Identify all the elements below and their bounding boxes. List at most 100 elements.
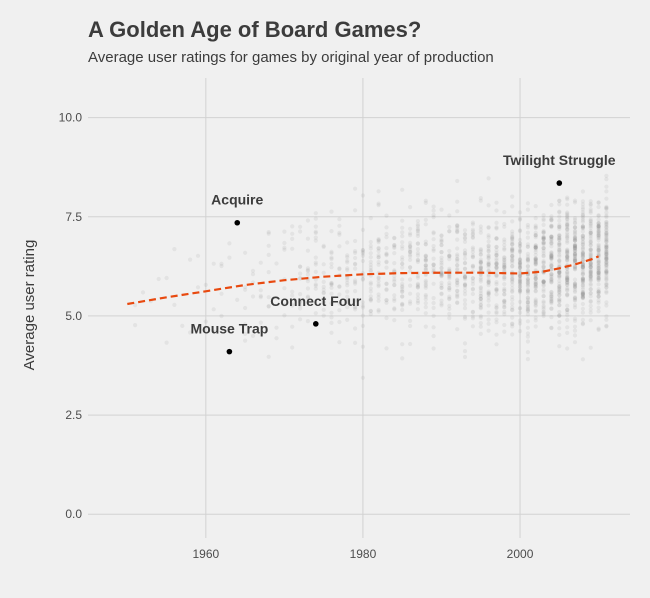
- scatter-point: [345, 260, 350, 265]
- scatter-point: [455, 257, 460, 262]
- scatter-point: [572, 298, 578, 303]
- scatter-point: [494, 261, 499, 266]
- scatter-point: [596, 243, 601, 248]
- scatter-point: [517, 310, 523, 315]
- scatter-point: [376, 255, 381, 260]
- scatter-point: [415, 298, 420, 303]
- scatter-point: [588, 201, 593, 206]
- scatter-point: [211, 261, 216, 266]
- chart-title: A Golden Age of Board Games?: [88, 17, 421, 42]
- scatter-point: [172, 302, 177, 307]
- scatter-point: [604, 206, 609, 211]
- scatter-point: [572, 253, 578, 258]
- scatter-point: [604, 251, 609, 256]
- scatter-point: [525, 268, 531, 273]
- scatter-point: [517, 265, 523, 270]
- scatter-point: [517, 260, 523, 265]
- scatter-point: [423, 311, 428, 316]
- scatter-point: [596, 270, 601, 275]
- scatter-point: [604, 196, 609, 201]
- scatter-point: [439, 269, 444, 274]
- scatter-point: [470, 309, 475, 314]
- scatter-point: [360, 251, 365, 256]
- scatter-point: [376, 276, 381, 281]
- scatter-point: [549, 263, 554, 268]
- scatter-point: [408, 249, 413, 254]
- scatter-point: [557, 297, 562, 302]
- scatter-point: [470, 287, 475, 292]
- scatter-point: [549, 234, 554, 239]
- scatter-point: [565, 227, 570, 232]
- scatter-point: [533, 281, 538, 286]
- scatter-point: [541, 282, 546, 287]
- scatter-point: [565, 277, 570, 282]
- scatter-point: [478, 285, 483, 290]
- scatter-point: [478, 315, 483, 320]
- scatter-point: [447, 248, 452, 254]
- y-tick-label: 7.5: [65, 210, 82, 224]
- scatter-point: [541, 251, 546, 256]
- scatter-point: [572, 284, 578, 290]
- scatter-point: [533, 315, 538, 320]
- scatter-point: [572, 281, 578, 286]
- scatter-point: [368, 262, 373, 267]
- scatter-point: [415, 253, 420, 258]
- scatter-point: [604, 250, 609, 256]
- scatter-point: [572, 216, 578, 221]
- scatter-point: [502, 264, 507, 269]
- scatter-point: [462, 274, 468, 279]
- scatter-point: [305, 269, 310, 274]
- scatter-point: [580, 294, 586, 300]
- scatter-point: [525, 288, 531, 293]
- scatter-point: [478, 305, 483, 310]
- scatter-point: [298, 229, 303, 234]
- scatter-point: [565, 303, 570, 308]
- scatter-point: [447, 306, 452, 311]
- scatter-point: [525, 357, 531, 362]
- scatter-point: [557, 309, 562, 315]
- scatter-point: [557, 278, 562, 283]
- scatter-point: [274, 336, 279, 341]
- scatter-point: [400, 261, 405, 266]
- scatter-point: [604, 244, 609, 249]
- scatter-point: [423, 285, 428, 290]
- scatter-point: [494, 269, 499, 274]
- scatter-point: [455, 283, 460, 288]
- scatter-point: [392, 307, 397, 312]
- scatter-point: [572, 258, 578, 263]
- scatter-point: [604, 234, 609, 239]
- scatter-point: [290, 293, 295, 298]
- scatter-point: [478, 296, 483, 301]
- scatter-point: [408, 277, 413, 282]
- scatter-point: [533, 243, 538, 248]
- scatter-point: [604, 207, 609, 212]
- scatter-point: [408, 205, 413, 210]
- scatter-point: [565, 253, 570, 258]
- scatter-point: [588, 267, 593, 272]
- scatter-point: [502, 261, 507, 266]
- scatter-point: [604, 317, 609, 322]
- scatter-point: [580, 275, 586, 281]
- scatter-point: [596, 263, 601, 268]
- scatter-point: [572, 286, 578, 291]
- scatter-point: [329, 249, 334, 254]
- scatter-point: [423, 268, 428, 273]
- scatter-point: [250, 294, 256, 299]
- scatter-point: [596, 223, 601, 228]
- scatter-point: [565, 210, 570, 215]
- scatter-point: [400, 289, 405, 294]
- scatter-point: [565, 202, 570, 207]
- scatter-point: [431, 212, 436, 218]
- scatter-point: [290, 324, 295, 329]
- scatter-point: [604, 323, 609, 328]
- scatter-point: [549, 301, 554, 306]
- scatter-point: [384, 246, 389, 251]
- scatter-point: [580, 278, 586, 284]
- scatter-point: [533, 230, 538, 235]
- scatter-point: [462, 236, 468, 241]
- scatter-point: [408, 269, 413, 274]
- scatter-point: [580, 218, 586, 223]
- scatter-point: [572, 253, 578, 259]
- scatter-point: [502, 266, 507, 271]
- scatter-point: [580, 272, 586, 277]
